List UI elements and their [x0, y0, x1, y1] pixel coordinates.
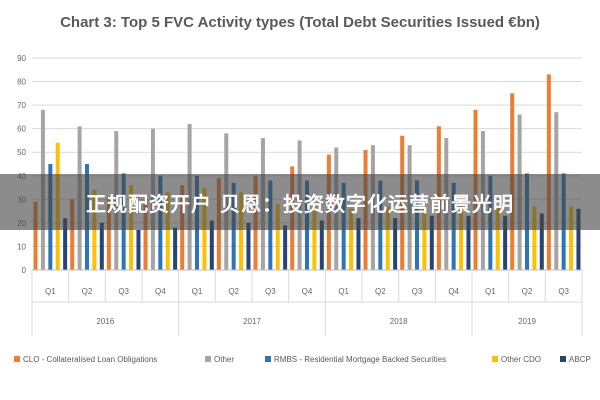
bar — [495, 206, 500, 270]
bar — [246, 222, 251, 270]
bar — [312, 204, 317, 270]
bar — [569, 206, 574, 270]
year-label: 2018 — [390, 317, 408, 326]
bar — [539, 213, 544, 270]
bar — [283, 225, 288, 270]
y-tick-label: 10 — [17, 242, 26, 251]
bar — [349, 208, 354, 270]
x-tick-label: Q3 — [412, 287, 423, 296]
bar — [422, 206, 427, 270]
x-tick-label: Q3 — [118, 287, 129, 296]
bar — [429, 215, 434, 270]
x-tick-label: Q1 — [338, 287, 349, 296]
legend-swatch — [14, 356, 20, 362]
y-tick-label: 70 — [17, 101, 26, 110]
legend-swatch — [265, 356, 271, 362]
bar — [239, 192, 244, 270]
x-tick-label: Q3 — [265, 287, 276, 296]
bar — [33, 201, 38, 270]
x-tick-label: Q1 — [485, 287, 496, 296]
bar — [143, 199, 148, 270]
legend-swatch — [205, 356, 211, 362]
y-tick-label: 60 — [17, 125, 26, 134]
x-tick-label: Q4 — [448, 287, 459, 296]
bar — [532, 206, 537, 270]
x-tick-label: Q4 — [155, 287, 166, 296]
bar — [356, 218, 361, 270]
bar — [385, 206, 390, 270]
bar — [393, 218, 398, 270]
bar — [459, 206, 464, 270]
chart-title: Chart 3: Top 5 FVC Activity types (Total… — [60, 14, 540, 31]
y-tick-label: 90 — [17, 54, 26, 63]
x-tick-label: Q4 — [302, 287, 313, 296]
bar — [275, 204, 280, 270]
bar — [63, 218, 68, 270]
year-label: 2019 — [518, 317, 536, 326]
legend-label: Other CDO — [501, 355, 541, 364]
bar — [319, 220, 324, 270]
x-tick-label: Q2 — [375, 287, 386, 296]
legend-swatch — [560, 356, 566, 362]
bar — [136, 229, 141, 270]
legend-label: RMBS - Residential Mortgage Backed Secur… — [274, 355, 446, 364]
legend-label: ABCP — [569, 355, 591, 364]
y-tick-label: 80 — [17, 78, 26, 87]
bar — [99, 222, 104, 270]
legend-label: Other — [214, 355, 234, 364]
bar — [466, 215, 471, 270]
x-tick-label: Q2 — [228, 287, 239, 296]
year-label: 2016 — [96, 317, 114, 326]
x-tick-label: Q3 — [558, 287, 569, 296]
bar — [106, 196, 111, 270]
year-label: 2017 — [243, 317, 261, 326]
overlay-banner: 正规配资开户 贝恩：投资数字化运营前景光明 — [0, 174, 600, 230]
y-tick-label: 50 — [17, 148, 26, 157]
x-tick-label: Q2 — [522, 287, 533, 296]
legend-label: CLO - Collateralised Loan Obligations — [23, 355, 157, 364]
bar — [209, 220, 214, 270]
bar — [173, 227, 178, 270]
bar — [576, 208, 581, 270]
bar — [165, 192, 170, 270]
bar — [70, 199, 75, 270]
x-tick-label: Q2 — [82, 287, 93, 296]
y-tick-label: 0 — [22, 266, 27, 275]
banner-text: 正规配资开户 贝恩：投资数字化运营前景光明 — [86, 191, 514, 216]
x-tick-label: Q1 — [192, 287, 203, 296]
x-tick-label: Q1 — [45, 287, 56, 296]
legend-swatch — [492, 356, 498, 362]
bar — [546, 74, 551, 270]
bar — [503, 215, 508, 270]
